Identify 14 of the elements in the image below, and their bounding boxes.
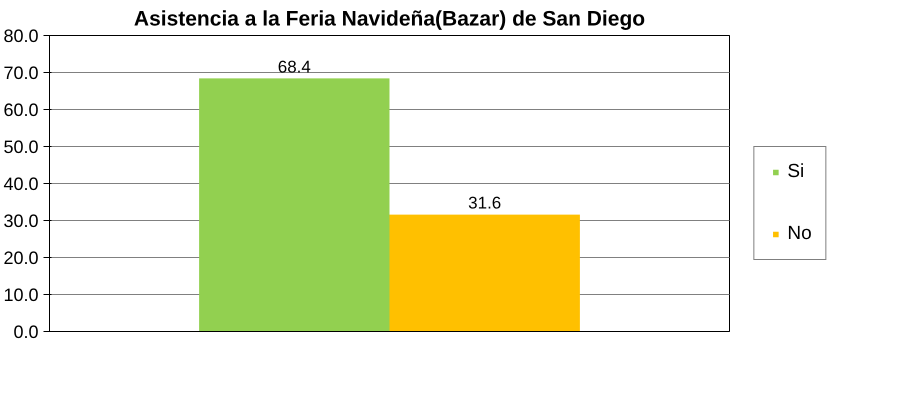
y-tick-label: 50.0 [3, 137, 39, 157]
y-tick-label: 60.0 [3, 100, 39, 120]
y-tick-label: 20.0 [3, 248, 39, 268]
data-label: 68.4 [278, 57, 311, 76]
y-tick-label: 40.0 [3, 174, 39, 194]
y-tick-label: 30.0 [3, 211, 39, 231]
data-label: 31.6 [468, 194, 502, 213]
legend-label: Si [787, 160, 806, 182]
y-tick-label: 80.0 [3, 26, 39, 46]
y-tick-label: 70.0 [3, 63, 39, 83]
chart-title: Asistencia a la Feria Navideña(Bazar) de San Diego [134, 8, 646, 30]
y-tick-label: 0.0 [13, 322, 39, 342]
y-tick-label: 10.0 [3, 285, 39, 305]
legend-label: No [787, 222, 812, 244]
